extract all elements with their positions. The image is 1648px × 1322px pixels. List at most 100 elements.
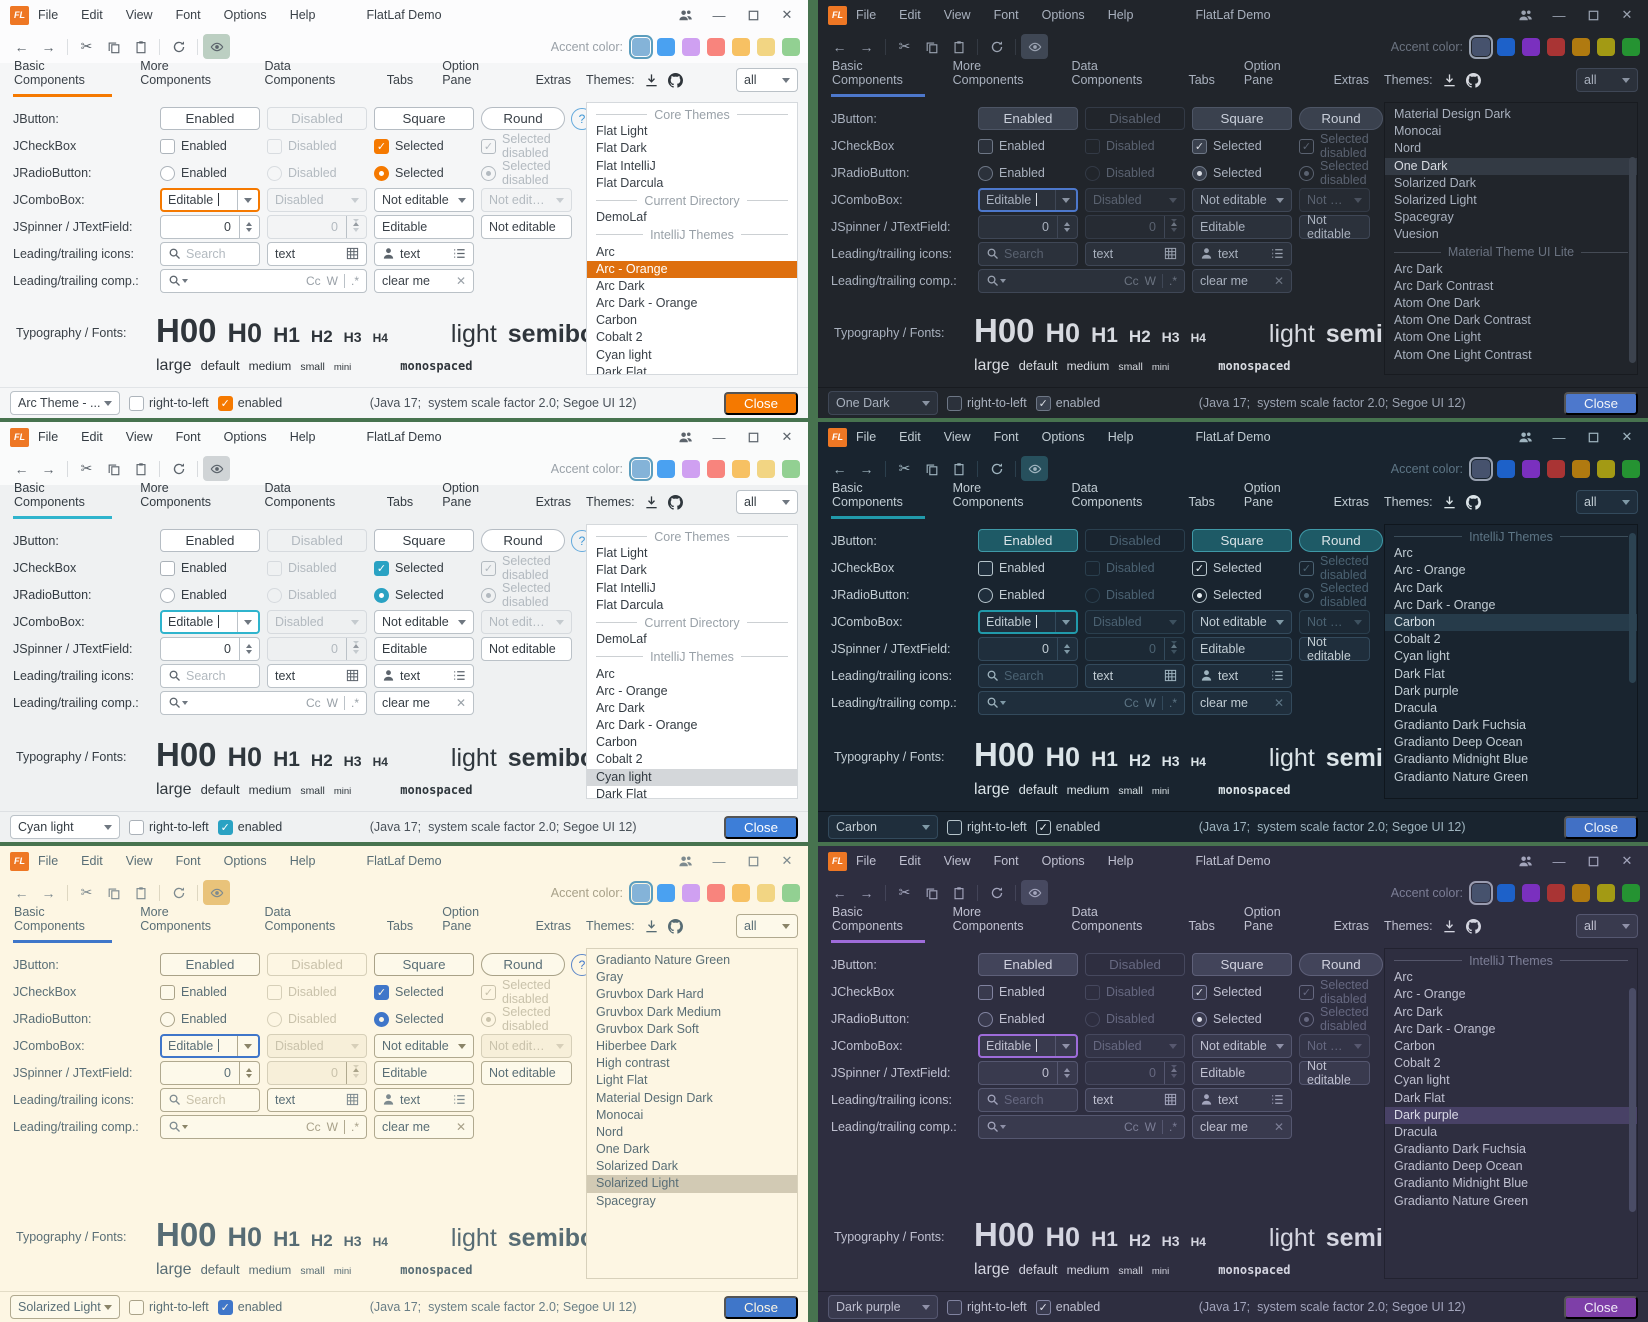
right-to-left-checkbox[interactable]: right-to-left — [129, 395, 209, 411]
theme-list-item[interactable]: Arc - Orange — [596, 683, 668, 698]
radio-enabled[interactable] — [160, 165, 175, 181]
search-dropdown-icon[interactable] — [986, 1120, 1006, 1133]
editable-combobox[interactable]: Editable — [978, 187, 1078, 212]
theme-list-item[interactable]: Gradianto Nature Green — [596, 953, 731, 967]
theme-list-item[interactable]: Dracula — [1394, 1124, 1438, 1139]
search-dropdown-icon[interactable] — [986, 696, 1006, 709]
menu-edit[interactable]: Edit — [899, 430, 921, 444]
whole-word-button[interactable]: W — [326, 273, 338, 288]
not-editable-combobox[interactable]: Not editable — [1192, 609, 1292, 634]
list-icon[interactable] — [453, 247, 466, 260]
titlebar[interactable]: FL File Edit View Font Options Help Flat… — [818, 0, 1648, 30]
cut-icon[interactable]: ✂ — [80, 460, 93, 476]
checkbox-enabled[interactable] — [978, 560, 993, 576]
regex-button[interactable]: .* — [1168, 273, 1177, 288]
theme-list-item[interactable]: Flat IntelliJ — [596, 158, 656, 173]
match-case-button[interactable]: Cc — [1123, 695, 1139, 710]
copy-icon[interactable] — [100, 456, 127, 481]
maximize-button[interactable] — [1576, 848, 1610, 874]
chevron-down-icon[interactable] — [1055, 1035, 1070, 1056]
square-button[interactable]: Square — [374, 107, 474, 130]
titlebar[interactable]: FL File Edit View Font Options Help Flat… — [818, 846, 1648, 876]
enabled-checkbox[interactable]: ✓ enabled — [1035, 819, 1100, 835]
titlebar[interactable]: FL File Edit View Font Options Help Flat… — [0, 422, 808, 452]
accent-swatch[interactable] — [1497, 883, 1515, 902]
refresh-icon[interactable] — [165, 456, 192, 481]
square-button[interactable]: Square — [1192, 529, 1292, 552]
spinner-arrows-icon[interactable] — [239, 215, 252, 238]
menu-options[interactable]: Options — [1041, 8, 1085, 22]
theme-list-item[interactable]: Dracula — [1394, 700, 1438, 715]
menu-font[interactable]: Font — [993, 8, 1019, 22]
paste-icon[interactable] — [127, 34, 154, 59]
search-input[interactable]: Search — [978, 663, 1078, 688]
search-with-options-input[interactable]: Cc W .* — [978, 690, 1185, 715]
accent-swatch[interactable] — [1469, 456, 1493, 481]
theme-list-item[interactable]: Arc Dark - Orange — [596, 718, 698, 733]
spinner-arrows-icon[interactable] — [1057, 1061, 1070, 1084]
download-icon[interactable] — [644, 495, 659, 510]
theme-list-item[interactable]: Carbon — [1385, 613, 1637, 632]
menu-view[interactable]: View — [125, 854, 153, 868]
not-editable-combobox[interactable]: Not editable — [374, 1033, 474, 1058]
theme-list-item[interactable]: Arc Dark - Orange — [1394, 1021, 1496, 1036]
themes-filter-select[interactable]: all — [736, 914, 798, 938]
accent-swatch[interactable] — [657, 883, 675, 902]
radio-selected[interactable] — [1192, 1011, 1207, 1027]
theme-list-item[interactable]: Nord — [596, 1124, 624, 1139]
menu-help[interactable]: Help — [1107, 854, 1134, 868]
menu-file[interactable]: File — [38, 854, 59, 868]
match-case-button[interactable]: Cc — [1123, 273, 1139, 288]
theme-list-item[interactable]: Dark Flat — [596, 364, 647, 375]
tab-option-pane[interactable]: Option Pane — [1243, 905, 1281, 933]
round-button[interactable]: Round — [481, 107, 565, 130]
enabled-button[interactable]: Enabled — [160, 953, 260, 976]
themes-filter-select[interactable]: all — [736, 68, 798, 92]
show-hidden-eye-icon[interactable] — [203, 34, 230, 59]
editable-combobox[interactable]: Editable — [160, 187, 260, 212]
list-icon[interactable] — [1271, 247, 1284, 260]
text-input-user-list[interactable]: text — [1192, 663, 1292, 688]
editable-textfield[interactable]: Editable — [374, 1060, 474, 1085]
radio-enabled[interactable] — [978, 165, 993, 181]
theme-list-item[interactable]: Flat IntelliJ — [596, 580, 656, 595]
accent-swatch[interactable] — [682, 459, 700, 478]
radio-enabled[interactable] — [160, 587, 175, 603]
spinner[interactable]: 0 — [978, 636, 1078, 661]
tab-more-components[interactable]: More Components — [952, 905, 1024, 933]
regex-button[interactable]: .* — [350, 1119, 359, 1134]
users-icon[interactable] — [1508, 424, 1542, 450]
enabled-button[interactable]: Enabled — [978, 529, 1078, 552]
tab-data-components[interactable]: Data Components — [264, 481, 336, 509]
back-icon[interactable]: ← — [832, 460, 847, 477]
search-with-options-input[interactable]: Cc W .* — [978, 1114, 1185, 1139]
paste-icon[interactable] — [945, 880, 972, 905]
text-input-user-list[interactable]: text — [374, 241, 474, 266]
theme-list-item[interactable]: Gradianto Midnight Blue — [1394, 1176, 1529, 1191]
enabled-button[interactable]: Enabled — [160, 107, 260, 130]
whole-word-button[interactable]: W — [1144, 273, 1156, 288]
text-input-user-list[interactable]: text — [1192, 1087, 1292, 1112]
table-grid-icon[interactable] — [346, 669, 359, 682]
cut-icon[interactable]: ✂ — [80, 38, 93, 54]
theme-list-item[interactable]: Gradianto Nature Green — [1394, 769, 1529, 784]
menu-font[interactable]: Font — [175, 854, 201, 868]
theme-list-item[interactable]: Material Design Dark — [596, 1090, 713, 1105]
minimize-button[interactable]: — — [712, 853, 726, 869]
theme-list-item[interactable]: Light Flat — [596, 1073, 648, 1088]
theme-list-item[interactable]: Solarized Dark — [1394, 175, 1476, 190]
menu-file[interactable]: File — [856, 430, 877, 444]
tab-more-components[interactable]: More Components — [140, 59, 212, 87]
theme-list-item[interactable]: Cyan light — [1394, 1073, 1450, 1088]
tab-extras[interactable]: Extras — [1333, 495, 1370, 509]
theme-list-item[interactable]: Arc Dark - Orange — [1394, 597, 1496, 612]
menu-view[interactable]: View — [125, 430, 153, 444]
menu-edit[interactable]: Edit — [81, 8, 103, 22]
match-case-button[interactable]: Cc — [305, 1119, 321, 1134]
table-grid-icon[interactable] — [346, 247, 359, 260]
download-icon[interactable] — [644, 919, 659, 934]
github-icon[interactable] — [667, 494, 683, 510]
paste-icon[interactable] — [945, 34, 972, 59]
tab-tabs[interactable]: Tabs — [1188, 919, 1215, 933]
clear-me-input[interactable]: clear me ✕ — [1192, 690, 1292, 715]
